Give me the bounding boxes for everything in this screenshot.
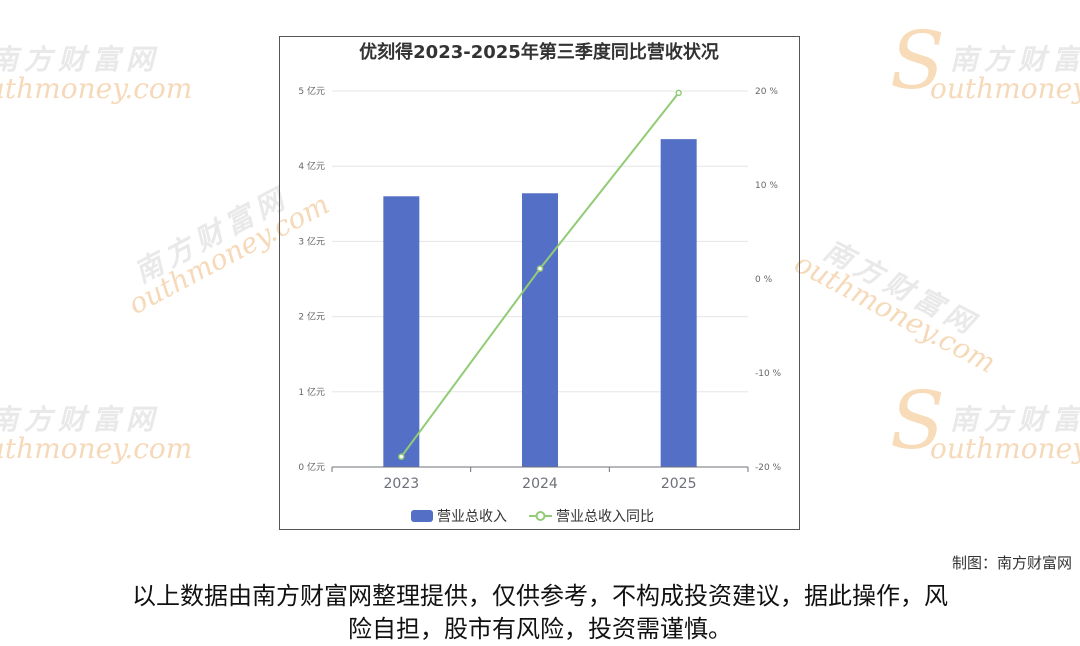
right-axis-tick-label: -10 % xyxy=(755,369,782,379)
right-axis-tick-label: 0 % xyxy=(755,275,773,285)
legend-line-marker xyxy=(535,511,546,521)
right-axis-tick-label: 10 % xyxy=(755,181,778,191)
chart-credit: 制图：南方财富网 xyxy=(951,554,1072,572)
watermark-en-text: outhmoney.com xyxy=(0,432,193,465)
watermark-cn-text: 南方财富网 xyxy=(128,180,295,290)
bar xyxy=(522,193,558,467)
left-axis-tick-label: 5 亿元 xyxy=(298,85,325,97)
right-axis-tick-label: -20 % xyxy=(755,463,782,473)
watermark-cn-text: 南方财富网 xyxy=(818,233,985,343)
watermark-en-text: outhmoney.com xyxy=(930,432,1080,465)
left-axis-tick-label: 1 亿元 xyxy=(298,386,325,398)
watermark-cn-text: 南方财富网 xyxy=(0,403,161,436)
legend-line-label: 营业总收入同比 xyxy=(556,509,654,525)
left-axis-tick-label: 0 亿元 xyxy=(298,461,325,473)
watermark-cn-text: 南方财富网 xyxy=(950,43,1080,76)
x-axis-tick-label: 2025 xyxy=(661,476,697,492)
line-point xyxy=(398,453,405,460)
disclaimer: 以上数据由南方财富网整理提供，仅供参考，不构成投资建议，据此操作，风 险自担，股… xyxy=(60,580,1020,646)
watermark-s-glyph: S xyxy=(890,14,945,107)
line-layer xyxy=(398,89,682,460)
bar xyxy=(660,139,697,467)
watermark-en-text: outhmoney.com xyxy=(789,246,1002,380)
watermark-en-text: outhmoney.com xyxy=(930,72,1080,105)
disclaimer-line-2: 险自担，股市有风险，投资需谨慎。 xyxy=(348,615,732,643)
line-point xyxy=(675,89,682,97)
watermark-s-glyph: S xyxy=(890,374,945,467)
bar-layer xyxy=(383,139,697,467)
legend-bar-swatch xyxy=(411,510,433,522)
legend-bar-label: 营业总收入 xyxy=(437,509,507,525)
chart-title: 优刻得2023-2025年第三季度同比营收状况 xyxy=(359,41,719,63)
left-axis-tick-label: 3 亿元 xyxy=(298,235,325,247)
chart-svg: 优刻得2023-2025年第三季度同比营收状况 0 亿元 1 亿元 2 亿元 3 亿元… xyxy=(298,41,781,525)
watermark-cn-text: 南方财富网 xyxy=(950,403,1080,436)
axis-layer: 0 亿元 1 亿元 2 亿元 3 亿元 4 亿元 5 亿元 -20 % -10 % 0 % 10 … xyxy=(298,85,781,492)
x-axis-tick-label: 2024 xyxy=(522,476,558,492)
bar xyxy=(383,196,420,467)
disclaimer-line-1: 以上数据由南方财富网整理提供，仅供参考，不构成投资建议，据此操作，风 xyxy=(132,582,948,610)
left-axis-tick-label: 2 亿元 xyxy=(298,311,325,323)
watermark-cn-text: 南方财富网 xyxy=(0,43,161,76)
chart-frame xyxy=(279,36,800,530)
x-axis-tick-label: 2023 xyxy=(384,476,420,492)
legend[interactable]: 营业总收入 营业总收入同比 xyxy=(411,509,654,525)
left-axis-tick-label: 4 亿元 xyxy=(298,160,325,172)
watermark-en-text: outhmoney.com xyxy=(0,72,193,105)
right-axis-tick-label: 20 % xyxy=(755,87,778,97)
line-point xyxy=(536,265,544,272)
